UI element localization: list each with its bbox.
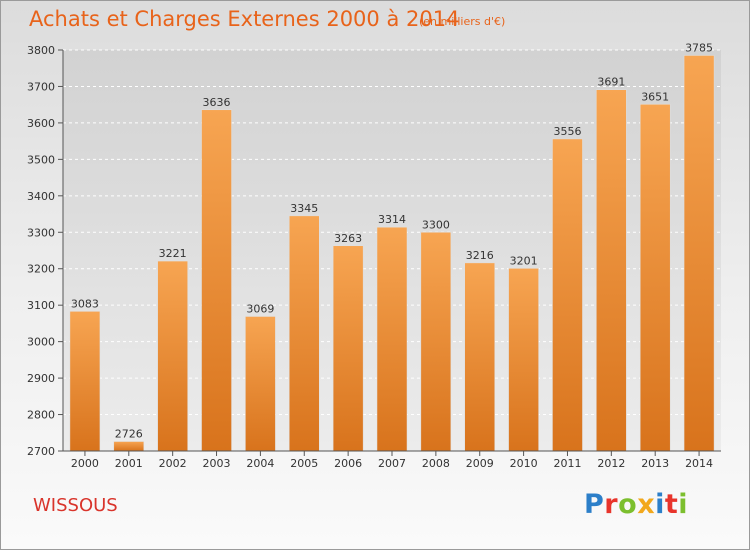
bar: [113, 441, 145, 452]
chart-subtitle: (en milliers d'€): [419, 15, 506, 28]
bar-value-label: 3221: [159, 247, 187, 260]
bar: [464, 262, 495, 452]
y-tick-label: 3800: [27, 44, 55, 57]
bar: [420, 232, 452, 452]
y-tick-label: 3500: [27, 153, 55, 166]
x-tick-label: 2010: [510, 457, 538, 470]
bar: [201, 109, 232, 452]
logo-letter: r: [604, 489, 619, 520]
y-tick-label: 3100: [27, 299, 55, 312]
chart-title: Achats et Charges Externes 2000 à 2014: [29, 7, 460, 31]
bar: [289, 215, 320, 452]
x-tick-label: 2003: [203, 457, 231, 470]
bar: [376, 226, 408, 452]
bar-value-label: 3069: [246, 302, 274, 315]
y-tick-label: 2800: [27, 409, 55, 422]
bar-value-label: 2726: [115, 428, 143, 441]
bar: [245, 316, 276, 452]
y-axis: 2700 2800 2900 3000 3100 3200 3300 3400 3500 3600…: [27, 44, 64, 458]
bar-value-label: 3556: [553, 125, 581, 138]
logo-letter: t: [664, 489, 679, 520]
y-tick-label: 3600: [27, 117, 55, 130]
bar: [508, 268, 539, 452]
x-axis: 2000 2001 2002 2003 2004 2005 2006 2007 2008 2009…: [63, 450, 721, 470]
y-tick-label: 3200: [27, 263, 55, 276]
x-tick-label: 2005: [290, 457, 318, 470]
y-tick-label: 2700: [27, 445, 55, 458]
x-tick-label: 2000: [71, 457, 99, 470]
bar-value-label: 3201: [510, 254, 538, 267]
x-tick-label: 2001: [115, 457, 143, 470]
bar: [552, 138, 583, 452]
x-tick-label: 2013: [641, 457, 669, 470]
bar: [157, 260, 188, 452]
bar-value-label: 3314: [378, 213, 406, 226]
bar: [683, 55, 715, 452]
bar: [639, 104, 671, 452]
logo-letter: i: [655, 489, 665, 520]
bar-value-label: 3785: [685, 41, 713, 54]
y-tick-label: 3400: [27, 190, 55, 203]
y-tick-label: 2900: [27, 372, 55, 385]
y-tick-label: 3700: [27, 80, 55, 93]
x-tick-label: 2009: [466, 457, 494, 470]
bar: [332, 245, 364, 452]
bar-value-label: 3691: [597, 76, 625, 89]
bar: [69, 311, 101, 452]
bar-value-label: 3651: [641, 90, 669, 103]
logo-letter: x: [637, 489, 656, 520]
proxiti-logo: Proxiti: [584, 489, 688, 520]
x-tick-label: 2011: [553, 457, 581, 470]
bar-value-label: 3636: [203, 96, 231, 109]
logo-letter: i: [678, 489, 689, 520]
y-tick-label: 3000: [27, 336, 55, 349]
x-tick-label: 2014: [685, 457, 713, 470]
bar: [596, 89, 627, 452]
y-tick-label: 3300: [27, 226, 55, 239]
x-tick-label: 2002: [159, 457, 187, 470]
bar-value-label: 3083: [71, 297, 99, 310]
x-tick-label: 2004: [246, 457, 274, 470]
commune-name: WISSOUS: [33, 495, 118, 516]
x-tick-label: 2008: [422, 457, 450, 470]
bar-value-label: 3216: [466, 249, 494, 262]
bar-value-label: 3263: [334, 232, 362, 245]
x-tick-label: 2007: [378, 457, 406, 470]
logo-letter: o: [618, 489, 638, 520]
bars: 3083 2726 3221 3636 3069 3345 3263 3314 3300 3216…: [69, 41, 715, 452]
bar-value-label: 3300: [422, 218, 450, 231]
bar-value-label: 3345: [290, 202, 318, 215]
x-tick-label: 2006: [334, 457, 362, 470]
logo-letter: P: [584, 489, 605, 520]
x-tick-label: 2012: [597, 457, 625, 470]
